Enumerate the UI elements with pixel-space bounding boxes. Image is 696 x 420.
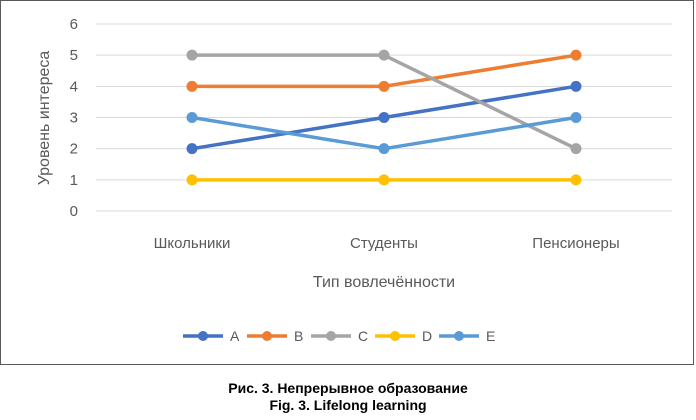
series-lines <box>186 49 582 186</box>
y-tick-label: 6 <box>70 16 78 33</box>
legend-marker <box>198 331 208 341</box>
data-point <box>186 174 198 186</box>
legend-label: B <box>294 328 303 344</box>
series-C <box>186 49 582 155</box>
y-tick-label: 0 <box>70 203 78 220</box>
legend: A B C D E <box>183 328 495 344</box>
legend-item: E <box>439 328 495 344</box>
data-point <box>186 112 198 123</box>
data-point <box>378 143 390 155</box>
data-point <box>186 49 198 61</box>
line-chart: 0 1 2 3 4 5 6 Школьники Студенты Пенсионеры Уров… <box>36 16 672 344</box>
y-tick-label: 4 <box>70 78 78 95</box>
data-point <box>378 112 390 123</box>
x-axis-label: Тип вовлечённости <box>313 274 455 291</box>
legend-item: C <box>311 328 368 344</box>
series-B <box>186 49 582 92</box>
y-axis-label: Уровень интереса <box>36 51 53 186</box>
data-point <box>186 80 198 92</box>
x-tick-label: Пенсионеры <box>532 235 619 252</box>
y-tick-label: 2 <box>70 141 78 158</box>
legend-item: D <box>375 328 432 344</box>
x-tick-label: Студенты <box>350 235 418 252</box>
legend-marker <box>454 331 464 341</box>
data-point <box>378 174 390 186</box>
y-tick-label: 1 <box>70 172 78 189</box>
y-tick-label: 3 <box>70 110 78 127</box>
legend-label: A <box>230 328 240 344</box>
figure-caption-russian: Рис. 3. Непрерывное образование <box>228 380 468 396</box>
data-point <box>570 112 582 123</box>
data-point <box>570 174 582 186</box>
x-tick-labels: Школьники Студенты Пенсионеры <box>154 235 620 252</box>
legend-label: E <box>486 328 495 344</box>
legend-marker <box>390 331 400 341</box>
data-point <box>378 49 390 61</box>
series-line <box>192 53 577 151</box>
legend-marker <box>326 331 336 341</box>
legend-label: C <box>358 328 368 344</box>
chart-frame: 0 1 2 3 4 5 6 Школьники Студенты Пенсионеры Уров… <box>0 0 694 365</box>
data-point <box>570 143 582 155</box>
y-tick-labels: 0 1 2 3 4 5 6 <box>70 16 78 220</box>
legend-item: B <box>247 328 303 344</box>
series-D <box>186 174 582 186</box>
legend-label: D <box>422 328 432 344</box>
legend-marker <box>262 331 272 341</box>
legend-item: A <box>183 328 240 344</box>
data-point <box>378 80 390 92</box>
series-A <box>186 80 582 155</box>
data-point <box>570 49 582 61</box>
x-tick-label: Школьники <box>154 235 231 252</box>
series-E <box>186 112 582 155</box>
data-point <box>186 143 198 155</box>
figure-caption-english: Fig. 3. Lifelong learning <box>269 397 427 413</box>
y-tick-label: 5 <box>70 47 78 64</box>
data-point <box>570 80 582 92</box>
